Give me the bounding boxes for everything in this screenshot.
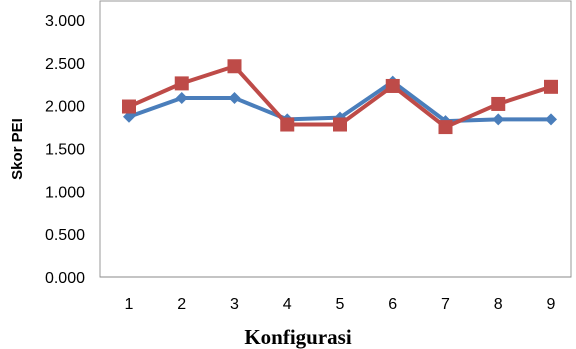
data-point-square <box>280 117 295 132</box>
x-tick-label: 8 <box>494 296 503 313</box>
x-tick-label: 2 <box>177 296 186 313</box>
data-point-square <box>227 59 242 74</box>
data-point-square <box>491 96 506 111</box>
data-point-square <box>122 99 136 114</box>
y-tick-label: 2.500 <box>45 56 85 73</box>
data-point-square <box>333 117 347 132</box>
x-tick-label: 3 <box>230 296 239 313</box>
y-tick-label: 1.500 <box>45 142 85 159</box>
data-point-diamond <box>175 91 188 104</box>
y-tick-label: 0.000 <box>45 270 85 287</box>
data-point-diamond <box>123 110 135 123</box>
data-point-square <box>174 76 189 91</box>
series-layer <box>122 59 558 135</box>
x-tick-label: 7 <box>441 296 450 313</box>
y-tick-label: 1.000 <box>45 184 85 201</box>
data-point-square <box>544 79 558 94</box>
y-tick-label: 3.000 <box>45 13 85 30</box>
y-tick-label: 0.500 <box>45 227 85 244</box>
data-point-diamond <box>228 91 241 104</box>
data-point-diamond <box>545 113 557 126</box>
x-tick-label: 4 <box>283 296 292 313</box>
data-point-square <box>385 78 400 93</box>
data-point-square <box>438 120 453 135</box>
x-axis-ticks: 1 2 3 4 5 6 7 8 9 <box>125 296 556 313</box>
x-tick-label: 1 <box>125 296 134 313</box>
y-tick-label: 2.000 <box>45 99 85 116</box>
x-tick-label: 9 <box>547 296 556 313</box>
plot-area-border <box>99 0 572 278</box>
x-tick-label: 5 <box>336 296 345 313</box>
x-axis-label: Konfigurasi <box>244 325 352 349</box>
x-tick-label: 6 <box>388 296 397 313</box>
data-point-diamond <box>492 113 505 126</box>
y-axis-ticks: 0.000 0.500 1.000 1.500 2.000 2.500 3.000 <box>45 13 85 287</box>
y-axis-label: Skor PEI <box>9 118 26 180</box>
